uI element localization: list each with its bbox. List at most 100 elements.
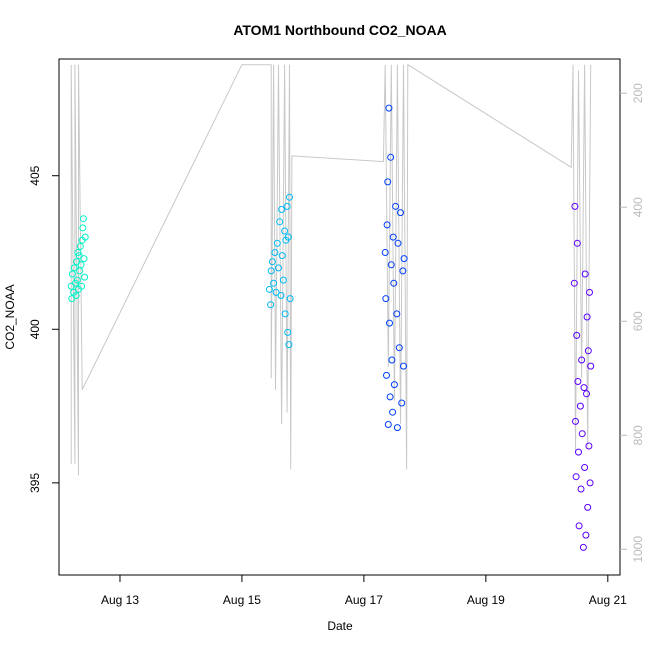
data-point <box>81 273 89 281</box>
data-point <box>394 239 402 247</box>
data-point <box>399 267 407 275</box>
data-point <box>579 543 587 551</box>
data-point <box>584 347 592 355</box>
y-tick-label: 405 <box>28 165 42 185</box>
data-point <box>583 390 590 398</box>
data-point <box>395 344 403 352</box>
chart-title: ATOM1 Northbound CO2_NOAA <box>233 22 446 38</box>
altitude-overlay <box>70 63 592 476</box>
data-point <box>267 267 275 275</box>
series-2 <box>265 193 294 349</box>
data-point <box>385 104 393 112</box>
data-point <box>580 384 588 392</box>
data-point <box>582 531 590 539</box>
data-point <box>75 252 83 260</box>
data-point <box>387 261 395 269</box>
data-point <box>388 356 396 364</box>
data-point <box>80 255 88 263</box>
y-tick-label: 395 <box>28 473 42 493</box>
data-point <box>386 393 394 401</box>
data-point <box>284 328 292 336</box>
y2-tick-label: 1000 <box>631 536 645 563</box>
series-4 <box>570 202 595 551</box>
data-point <box>273 239 281 247</box>
data-point <box>573 239 581 247</box>
data-point <box>570 279 578 287</box>
data-point <box>383 371 390 379</box>
data-point <box>390 381 398 389</box>
data-point <box>574 378 582 385</box>
data-point <box>393 310 401 318</box>
data-point <box>578 430 586 438</box>
data-point <box>284 233 292 241</box>
x-tick-label: Aug 17 <box>345 593 383 607</box>
data-point <box>389 408 397 416</box>
data-point <box>571 202 579 210</box>
data-point <box>572 417 579 425</box>
data-point <box>79 215 87 223</box>
data-point <box>286 193 293 201</box>
data-point <box>573 331 581 339</box>
series-3 <box>381 104 408 432</box>
data-point <box>72 292 80 299</box>
data-point <box>276 218 284 226</box>
y-axis-label: CO2_NOAA <box>3 284 17 349</box>
data-point <box>68 270 76 278</box>
data-point <box>397 209 404 217</box>
data-point <box>586 288 593 296</box>
data-point <box>575 448 582 456</box>
data-point <box>76 242 84 250</box>
data-point <box>286 295 294 303</box>
data-point <box>73 276 81 284</box>
data-point <box>271 249 279 256</box>
data-point <box>583 313 591 321</box>
data-point <box>285 341 293 349</box>
data-point <box>398 399 406 407</box>
data-point <box>578 356 586 364</box>
axes: Aug 13 Aug 15 Aug 17 Aug 19 Aug 21 395 400 405 2… <box>28 83 645 607</box>
data-point <box>576 402 584 410</box>
altitude-line <box>70 63 592 476</box>
data-point <box>281 227 289 235</box>
data-point <box>268 258 276 266</box>
data-point <box>270 279 278 287</box>
data-point <box>279 276 287 284</box>
data-points <box>67 104 595 551</box>
data-point <box>272 288 280 296</box>
data-point <box>70 264 78 272</box>
data-point <box>77 261 85 269</box>
x-tick-label: Aug 15 <box>223 593 261 607</box>
y-tick-label: 400 <box>28 319 42 339</box>
x-axis-label: Date <box>327 619 353 633</box>
data-point <box>390 279 398 287</box>
data-point <box>283 202 291 210</box>
data-point <box>74 249 82 256</box>
x-tick-label: Aug 13 <box>101 593 139 607</box>
data-point <box>381 249 389 256</box>
series-1 <box>67 215 89 303</box>
data-point <box>78 282 86 290</box>
data-point <box>277 292 285 299</box>
data-point <box>384 421 392 428</box>
x-tick-label: Aug 19 <box>467 593 505 607</box>
data-point <box>393 424 401 432</box>
data-point <box>585 442 593 450</box>
data-point <box>382 295 390 303</box>
data-point <box>400 255 408 263</box>
data-point <box>387 153 395 161</box>
data-point <box>572 473 580 481</box>
data-point <box>278 252 286 260</box>
data-point <box>400 362 407 370</box>
x-tick-label: Aug 21 <box>589 593 627 607</box>
data-point <box>275 264 282 272</box>
data-point <box>267 301 275 309</box>
data-point <box>584 503 592 511</box>
data-point <box>587 362 595 370</box>
data-point <box>278 206 286 213</box>
data-point <box>384 178 392 186</box>
y2-tick-label: 400 <box>631 197 645 217</box>
data-point <box>383 221 391 229</box>
data-point <box>577 485 585 493</box>
data-point <box>392 202 400 210</box>
